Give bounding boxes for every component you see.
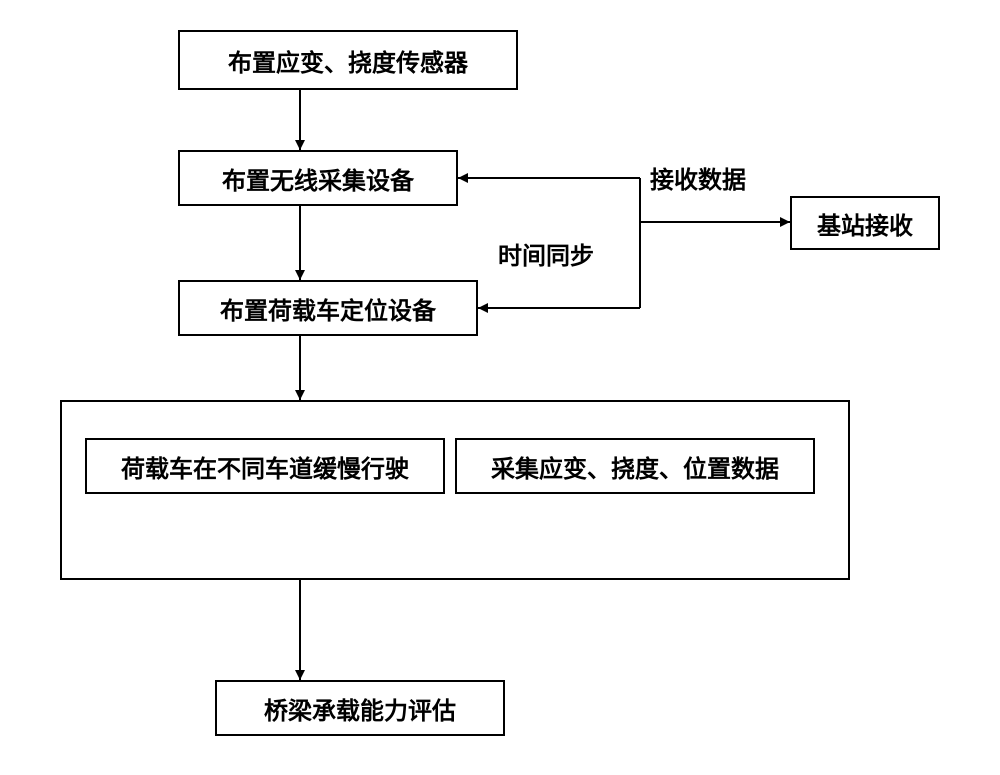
node-sensors-label: 布置应变、挠度传感器 xyxy=(228,43,468,78)
node-positioning: 布置荷载车定位设备 xyxy=(178,280,478,336)
node-drive: 荷载车在不同车道缓慢行驶 xyxy=(85,438,445,494)
label-receive: 接收数据 xyxy=(650,160,746,195)
node-sensors: 布置应变、挠度传感器 xyxy=(178,30,518,90)
node-evaluate: 桥梁承载能力评估 xyxy=(215,680,505,736)
edges-overlay xyxy=(0,0,1000,775)
label-timesync: 时间同步 xyxy=(498,236,594,271)
node-collect: 采集应变、挠度、位置数据 xyxy=(455,438,815,494)
node-wireless-label: 布置无线采集设备 xyxy=(222,161,414,196)
node-basestation: 基站接收 xyxy=(790,196,940,250)
node-wireless: 布置无线采集设备 xyxy=(178,150,458,206)
node-evaluate-label: 桥梁承载能力评估 xyxy=(264,691,456,726)
node-drive-label: 荷载车在不同车道缓慢行驶 xyxy=(121,449,409,484)
node-basestation-label: 基站接收 xyxy=(817,206,913,241)
node-collect-label: 采集应变、挠度、位置数据 xyxy=(491,449,779,484)
node-positioning-label: 布置荷载车定位设备 xyxy=(220,291,436,326)
